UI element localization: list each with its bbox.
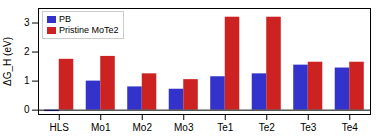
svg-text:Mo2: Mo2 bbox=[133, 122, 153, 133]
html-text:PB: PB bbox=[59, 14, 71, 24]
svg-text:Te2: Te2 bbox=[259, 122, 276, 133]
svg-text:Mo3: Mo3 bbox=[174, 122, 194, 133]
svg-text:Mo1: Mo1 bbox=[91, 122, 111, 133]
svg-text:0: 0 bbox=[24, 104, 30, 115]
svg-text:3: 3 bbox=[24, 17, 30, 28]
svg-text:2: 2 bbox=[24, 46, 30, 57]
svg-text:Te4: Te4 bbox=[342, 122, 359, 133]
svg-text:HLS: HLS bbox=[50, 122, 70, 133]
html-text:Pristine MoTe2: Pristine MoTe2 bbox=[59, 25, 119, 35]
svg-text:Te1: Te1 bbox=[217, 122, 234, 133]
svg-text:ΔG_H (eV): ΔG_H (eV) bbox=[2, 37, 13, 86]
svg-text:Te3: Te3 bbox=[300, 122, 317, 133]
svg-text:1: 1 bbox=[24, 75, 30, 86]
